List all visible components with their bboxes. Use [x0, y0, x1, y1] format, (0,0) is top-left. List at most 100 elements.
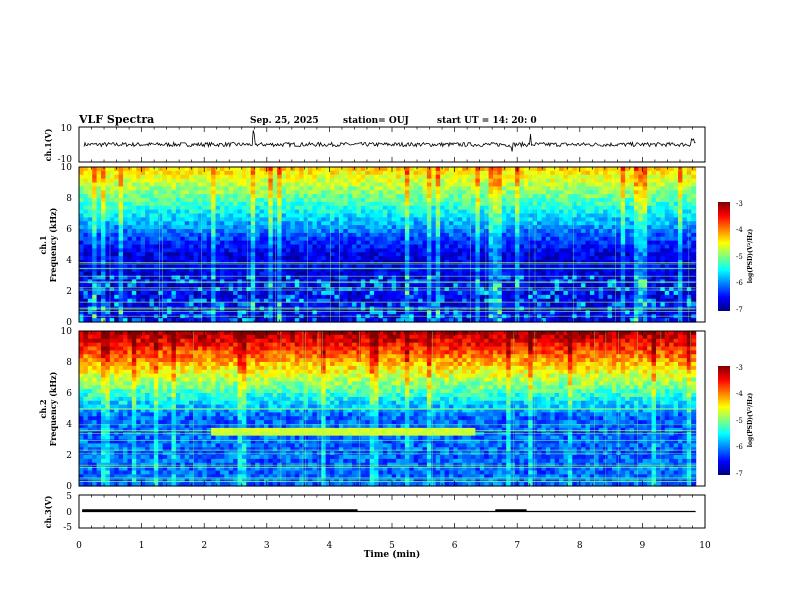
spectrogram-cell [541, 229, 547, 234]
spectrogram-cell [413, 256, 419, 261]
spectrogram-cell [101, 275, 107, 280]
spectrogram-cell [92, 318, 98, 323]
spectrogram-cell [263, 229, 269, 234]
spectrogram-cell [338, 302, 344, 308]
spectrogram-cell [501, 275, 507, 280]
spectrogram-cell [387, 225, 393, 230]
spectrogram-cell [167, 267, 173, 273]
spectrogram-cell [184, 318, 190, 323]
spectrogram-cell [404, 221, 410, 226]
spectrogram-cell [277, 194, 283, 199]
spectrogram-cell [211, 271, 217, 277]
spectrogram-cell [523, 225, 529, 230]
spectrogram-cell [598, 229, 604, 234]
spectrogram-cell [506, 205, 512, 211]
spectrogram-cell [567, 232, 573, 238]
spectrogram-cell [550, 287, 556, 292]
spectrogram-cell [462, 236, 468, 242]
spectrogram-cell [519, 302, 525, 308]
spectrogram-cell [537, 178, 543, 184]
spectrogram-cell [453, 294, 459, 300]
spectrogram-cell [189, 310, 195, 315]
spectrogram-cell [312, 174, 318, 180]
spectrogram-cell [523, 170, 529, 176]
spectrogram-cell [356, 232, 362, 238]
spectrogram-cell [281, 248, 287, 253]
spectrogram-cell [510, 248, 516, 253]
spectrogram-cell [352, 298, 358, 304]
spectrogram-cell [202, 194, 208, 199]
spectrogram-cell [180, 302, 186, 308]
spectrogram-cell [189, 248, 195, 253]
spectrogram-cell [79, 236, 84, 242]
spectrogram-cell [290, 244, 296, 249]
spectrogram-cell [202, 252, 208, 257]
spectrogram-cell [246, 283, 252, 288]
spectrogram-cell [290, 232, 296, 238]
spectrogram-cell [308, 248, 314, 253]
spectrogram-cell [299, 174, 305, 180]
spectrogram-cell [497, 225, 503, 230]
spectrogram-cell [365, 244, 371, 249]
spectrogram-cell [457, 229, 463, 234]
spectrogram-cell [554, 291, 560, 296]
spectrogram-cell [356, 267, 362, 273]
spectrogram-cell [175, 213, 181, 218]
spectrogram-cell [105, 275, 111, 280]
spectrogram-cell [594, 287, 600, 292]
spectrogram-cell [286, 182, 291, 187]
spectrogram-cell [563, 201, 569, 207]
spectrogram-cell [255, 178, 261, 184]
spectrogram-cell [334, 275, 340, 280]
spectrogram-cell [400, 318, 406, 323]
spectrogram-cell [105, 194, 111, 199]
date-label: Sep. 25, 2025 [250, 116, 319, 126]
spectrogram-cell [466, 302, 472, 308]
spectrogram-cell [193, 267, 199, 273]
spectrogram-cell [374, 310, 380, 315]
spectrogram-cell [312, 170, 318, 176]
spectrogram-cell [462, 310, 468, 315]
spectrogram-cell [325, 194, 331, 199]
spectrogram-cell [528, 201, 534, 207]
spectrogram-cell [440, 275, 446, 280]
spectrogram-cell [263, 291, 269, 296]
spectrogram-cell [567, 182, 573, 187]
spectrogram-cell [611, 310, 617, 315]
spectrogram-cell [356, 229, 362, 234]
spectrogram-cell [259, 170, 265, 176]
spectrogram-cell [418, 256, 424, 261]
spectrogram-cell [303, 263, 309, 269]
spectrogram-cell [145, 170, 151, 176]
spectrogram-cell [241, 186, 247, 191]
spectrogram-cell [510, 167, 516, 172]
spectrogram-cell [462, 240, 468, 246]
spectrogram-cell [585, 287, 591, 292]
spectrogram-cell [162, 236, 168, 242]
spectrogram-cell [330, 194, 336, 199]
spectrogram-cell [241, 287, 247, 292]
spectrogram-cell [241, 182, 247, 187]
spectrogram-cell [545, 252, 551, 257]
spectrogram-cell [206, 229, 212, 234]
spectrogram-cell [374, 209, 380, 215]
spectrogram-cell [330, 205, 336, 211]
spectrogram-cell [444, 178, 450, 184]
spectrogram-cell [202, 174, 208, 180]
spectrogram-cell [105, 209, 111, 215]
spectrogram-cell [457, 232, 463, 238]
spectrogram-cell [519, 252, 525, 257]
ch1-frame [78, 126, 706, 163]
spectrogram-cell [290, 263, 296, 269]
spectrogram-cell [589, 209, 595, 215]
spectrogram-cell [105, 201, 111, 207]
spectrogram-cell [290, 174, 296, 180]
spectrogram-cell [554, 209, 560, 215]
spectrogram-cell [426, 229, 432, 234]
spectrogram-cell [448, 217, 454, 222]
spectrogram-cell [448, 244, 454, 249]
spectrogram-cell [286, 217, 291, 222]
spectrogram-cell [448, 170, 454, 176]
spectrogram-cell [360, 178, 366, 184]
spectrogram-cell [387, 310, 393, 315]
